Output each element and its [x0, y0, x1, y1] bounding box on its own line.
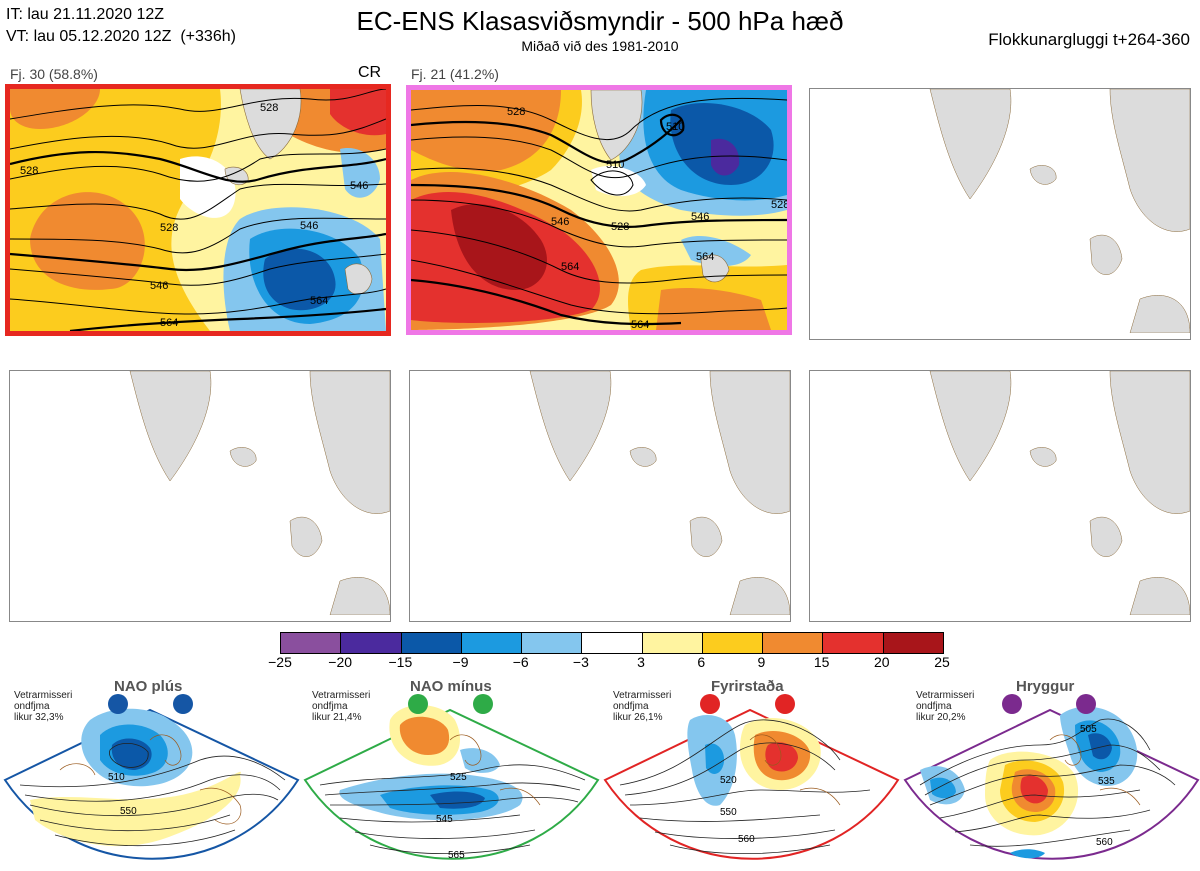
colorbar-segment: [702, 633, 764, 653]
svg-text:564: 564: [160, 317, 178, 329]
empty-map-graphic: [529, 371, 790, 615]
colorbar-segment: [522, 633, 583, 653]
colorbar-tick-label: −15: [388, 654, 413, 670]
colorbar-segment: [642, 633, 703, 653]
cluster-4-map-empty: [9, 370, 391, 622]
regime-2-dot-2: [473, 694, 493, 714]
svg-text:510: 510: [606, 159, 624, 171]
colorbar-segment: [341, 633, 402, 653]
colorbar-tick-label: 3: [637, 654, 645, 670]
regime-1-contour-label-1: 510: [108, 772, 125, 783]
regime-3-note: Vetrarmisseri ondfjma likur 26,1%: [613, 690, 672, 723]
cluster-2-map[interactable]: 528 510 510 528 528 546 546 564 564 564: [406, 85, 792, 335]
svg-text:546: 546: [551, 216, 569, 228]
svg-text:564: 564: [310, 295, 328, 307]
regime-2-title: NAO mínus: [410, 678, 492, 695]
colorbar-ticks: −25 −20 −15 −9 −6 −3 3 6 9 15 20 25: [265, 654, 957, 672]
header-info: IT: lau 21.11.2020 12Z VT: lau 05.12.2020…: [6, 4, 236, 48]
svg-text:510: 510: [666, 121, 684, 133]
svg-text:546: 546: [691, 211, 709, 223]
page-title: EC-ENS Klasasviðsmyndir - 500 hPa hæð: [356, 6, 844, 36]
regime-4-dot-1: [1002, 694, 1022, 714]
regime-2-map: 525 545 565: [303, 694, 600, 861]
regime-4-contour-label-1: 505: [1080, 724, 1097, 735]
colorbar-tick-label: −3: [572, 654, 589, 670]
regime-4-title: Hryggur: [1016, 678, 1075, 695]
regime-1-dot-2: [173, 694, 193, 714]
regime-1-dot-1: [108, 694, 128, 714]
cluster-3-map-empty: [809, 88, 1191, 340]
empty-map-graphic: [129, 371, 390, 615]
panel-1-tag: CR: [358, 64, 382, 81]
cluster-1-map[interactable]: 528 528 528 546 546 546 564 564: [5, 84, 391, 336]
regime-4-contour-label-3: 560: [1096, 837, 1113, 848]
regime-3-contour-label-3: 560: [738, 834, 755, 845]
svg-text:564: 564: [696, 251, 714, 263]
colorbar: [280, 632, 944, 654]
regime-1-title: NAO plús: [114, 678, 183, 695]
regime-2-note: Vetrarmisseri ondfjma likur 21,4%: [312, 690, 371, 723]
regime-1-contour-label-2: 550: [120, 806, 137, 817]
colorbar-segment: [401, 633, 462, 653]
svg-text:528: 528: [20, 165, 38, 177]
panel-2-label: Fj. 21 (41.2%): [411, 66, 499, 82]
regime-3-contour-label-1: 520: [720, 775, 737, 786]
regime-4-map: 505 535 560: [903, 694, 1200, 860]
regime-1-note: Vetrarmisseri ondfjma likur 32,3%: [14, 690, 73, 723]
colorbar-segment: [461, 633, 523, 653]
cluster-2-map-graphic: 528 510 510 528 528 546 546 564 564 564: [411, 90, 787, 330]
colorbar-segment: [883, 633, 943, 653]
initial-time: IT: lau 21.11.2020 12Z: [6, 6, 165, 23]
cluster-1-map-graphic: 528 528 528 546 546 546 564 564: [10, 89, 386, 331]
svg-text:546: 546: [350, 180, 368, 192]
regime-2-dot-1: [408, 694, 428, 714]
regime-4-contour-label-2: 535: [1098, 776, 1115, 787]
regime-2-contour-label-3: 565: [448, 850, 465, 861]
svg-text:528: 528: [507, 106, 525, 118]
empty-map-graphic: [929, 371, 1190, 615]
panel-1-label: Fj. 30 (58.8%): [10, 66, 98, 82]
classification-window: Flokkunargluggi t+264-360: [988, 30, 1190, 49]
colorbar-segment: [582, 633, 643, 653]
colorbar-tick-label: −20: [328, 654, 353, 670]
svg-text:528: 528: [611, 221, 629, 233]
colorbar-segment: [281, 633, 342, 653]
regime-4-note: Vetrarmisseri ondfjma likur 20,2%: [916, 690, 975, 723]
svg-text:564: 564: [561, 261, 579, 273]
cluster-5-map-empty: [409, 370, 791, 622]
regime-3-dot-1: [700, 694, 720, 714]
regime-3-title: Fyrirstaða: [711, 678, 784, 695]
colorbar-tick-label: 15: [813, 654, 830, 670]
page-subtitle: Miðað við des 1981-2010: [521, 38, 679, 54]
colorbar-segment: [823, 633, 884, 653]
svg-text:546: 546: [150, 280, 168, 292]
regime-4-dot-2: [1076, 694, 1096, 714]
cluster-6-map-empty: [809, 370, 1191, 622]
empty-map-graphic: [929, 89, 1190, 333]
svg-text:528: 528: [771, 199, 787, 211]
colorbar-tick-label: 9: [757, 654, 766, 670]
regime-2-contour-label-1: 525: [450, 772, 467, 783]
regime-1-map: 510 550: [3, 694, 300, 860]
svg-text:528: 528: [260, 102, 278, 114]
colorbar-tick-label: 25: [934, 654, 950, 670]
colorbar-tick-label: 20: [874, 654, 890, 670]
svg-text:564: 564: [631, 319, 649, 330]
svg-text:546: 546: [300, 220, 318, 232]
regime-3-map: 520 550 560: [603, 694, 900, 860]
valid-time: VT: lau 05.12.2020 12Z (+336h): [6, 28, 236, 45]
colorbar-tick-label: −25: [268, 654, 292, 670]
colorbar-segment: [763, 633, 824, 653]
colorbar-tick-label: −9: [452, 654, 469, 670]
regime-3-dot-2: [775, 694, 795, 714]
regime-3-contour-label-2: 550: [720, 807, 737, 818]
colorbar-tick-label: −6: [512, 654, 529, 670]
regime-2-contour-label-2: 545: [436, 814, 453, 825]
svg-text:528: 528: [160, 222, 178, 234]
colorbar-tick-label: 6: [697, 654, 706, 670]
